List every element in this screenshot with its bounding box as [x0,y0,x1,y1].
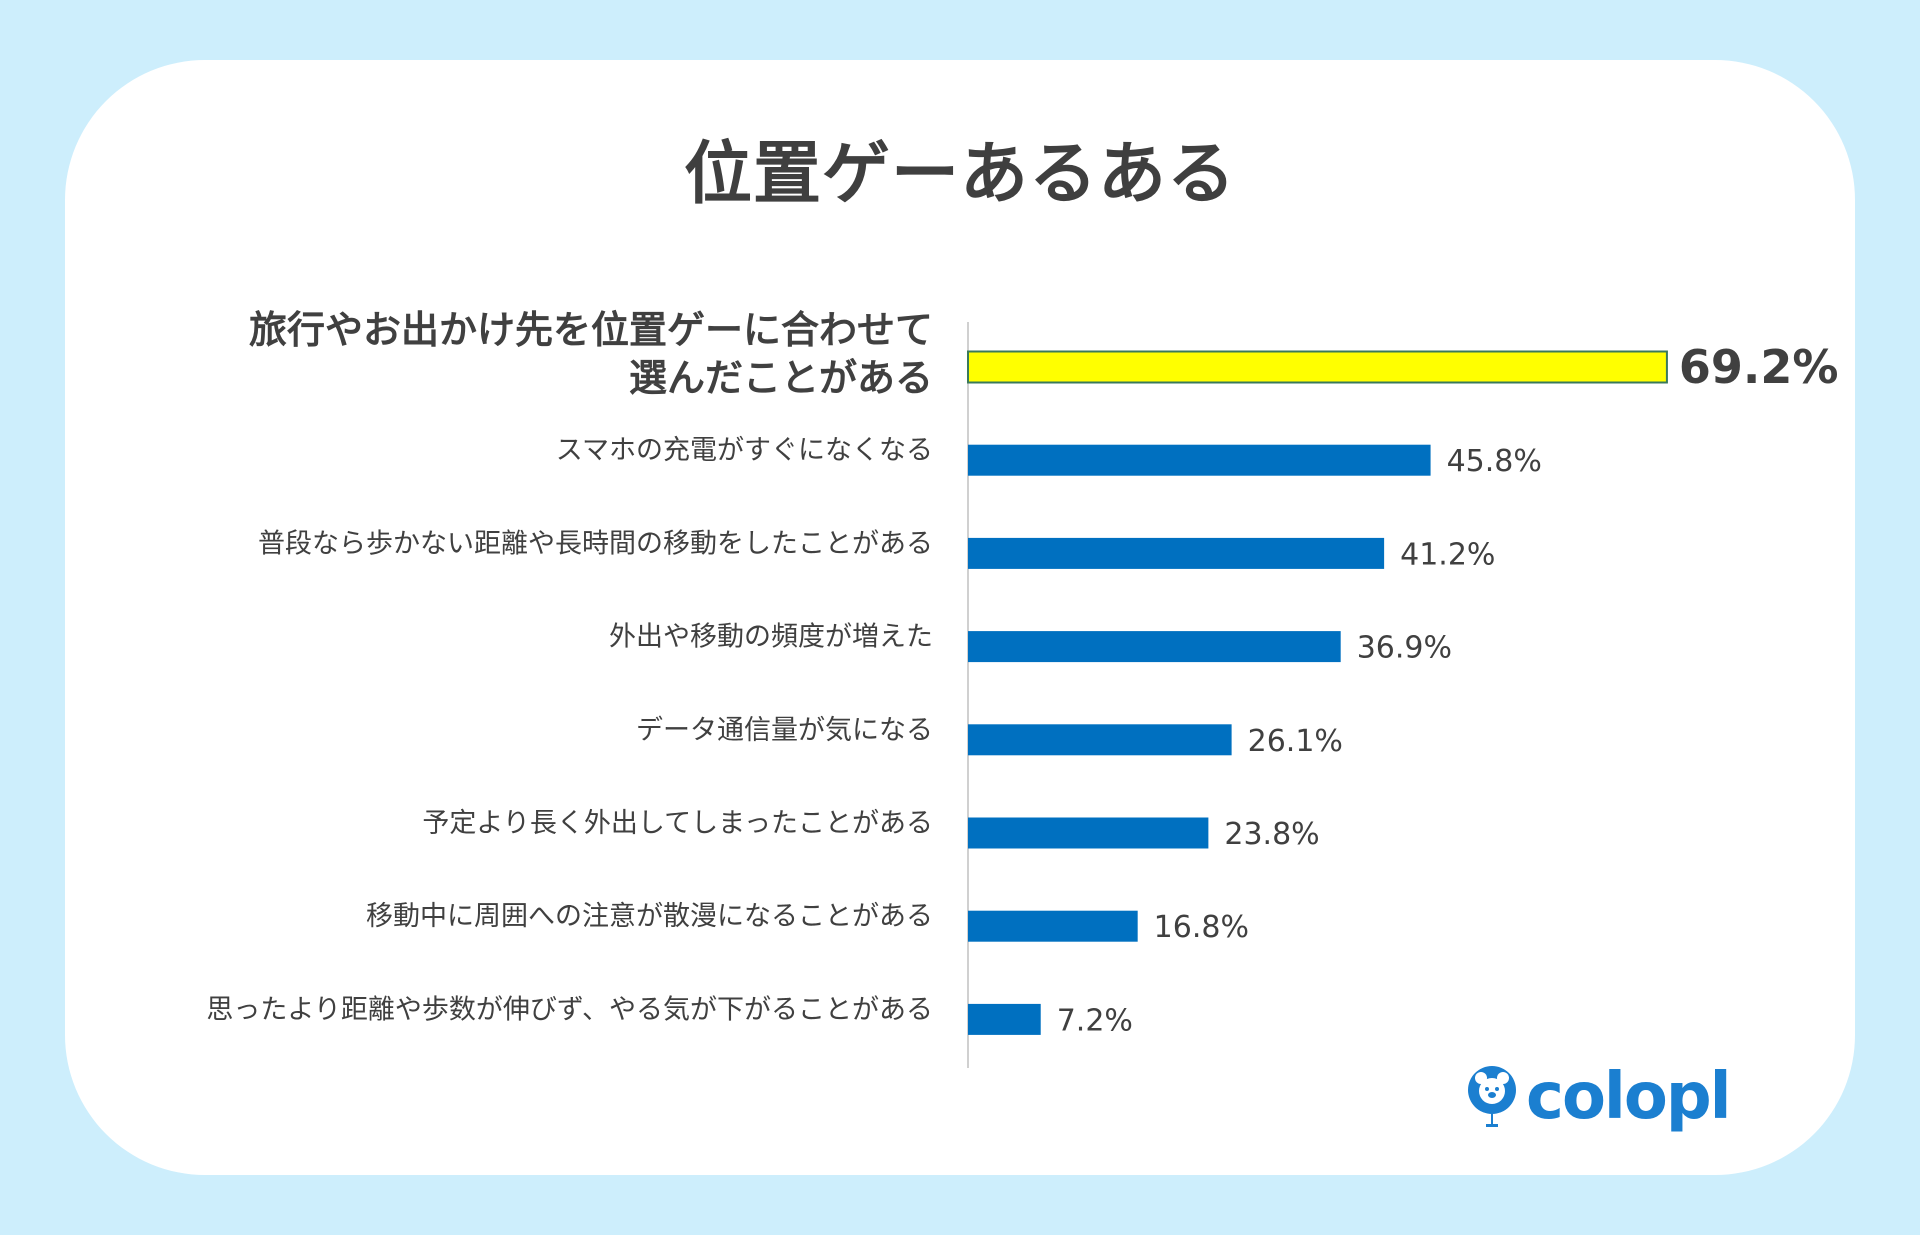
bar [968,724,1232,756]
value-label: 45.8% [1447,444,1542,479]
bar [968,1003,1041,1035]
bar [967,350,1668,384]
value-label: 36.9% [1357,631,1452,666]
bear-balloon-icon [1468,1066,1516,1127]
chart-card [65,60,1855,1175]
bar [968,910,1138,942]
category-label: 予定より長く外出してしまったことがある [422,808,933,839]
bar [968,537,1385,569]
value-label: 26.1% [1248,724,1343,759]
value-label: 7.2% [1057,1003,1133,1038]
category-label: スマホの充電がすぐになくなる [556,435,933,466]
category-label: 移動中に周囲への注意が散漫になることがある [366,901,933,932]
colopl-logo: colopl [1466,1060,1732,1134]
category-label: 選んだことがある [629,356,933,400]
bar [968,817,1209,849]
chart-title: 位置ゲーあるある [683,135,1236,214]
category-label: データ通信量が気になる [636,715,933,746]
value-label: 23.8% [1224,817,1319,852]
value-label: 69.2% [1679,340,1839,394]
bar [968,444,1431,476]
logo-text: colopl [1526,1060,1732,1134]
category-label: 外出や移動の頻度が増えた [609,622,933,653]
category-label: 思ったより距離や歩数が伸びず、やる気が下がることがある [206,994,933,1025]
category-label: 旅行やお出かけ先を位置ゲーに合わせて [249,308,933,352]
value-label: 16.8% [1154,910,1249,945]
value-label: 41.2% [1400,537,1495,572]
bar [968,631,1341,663]
category-label: 普段なら歩かない距離や長時間の移動をしたことがある [258,528,933,559]
